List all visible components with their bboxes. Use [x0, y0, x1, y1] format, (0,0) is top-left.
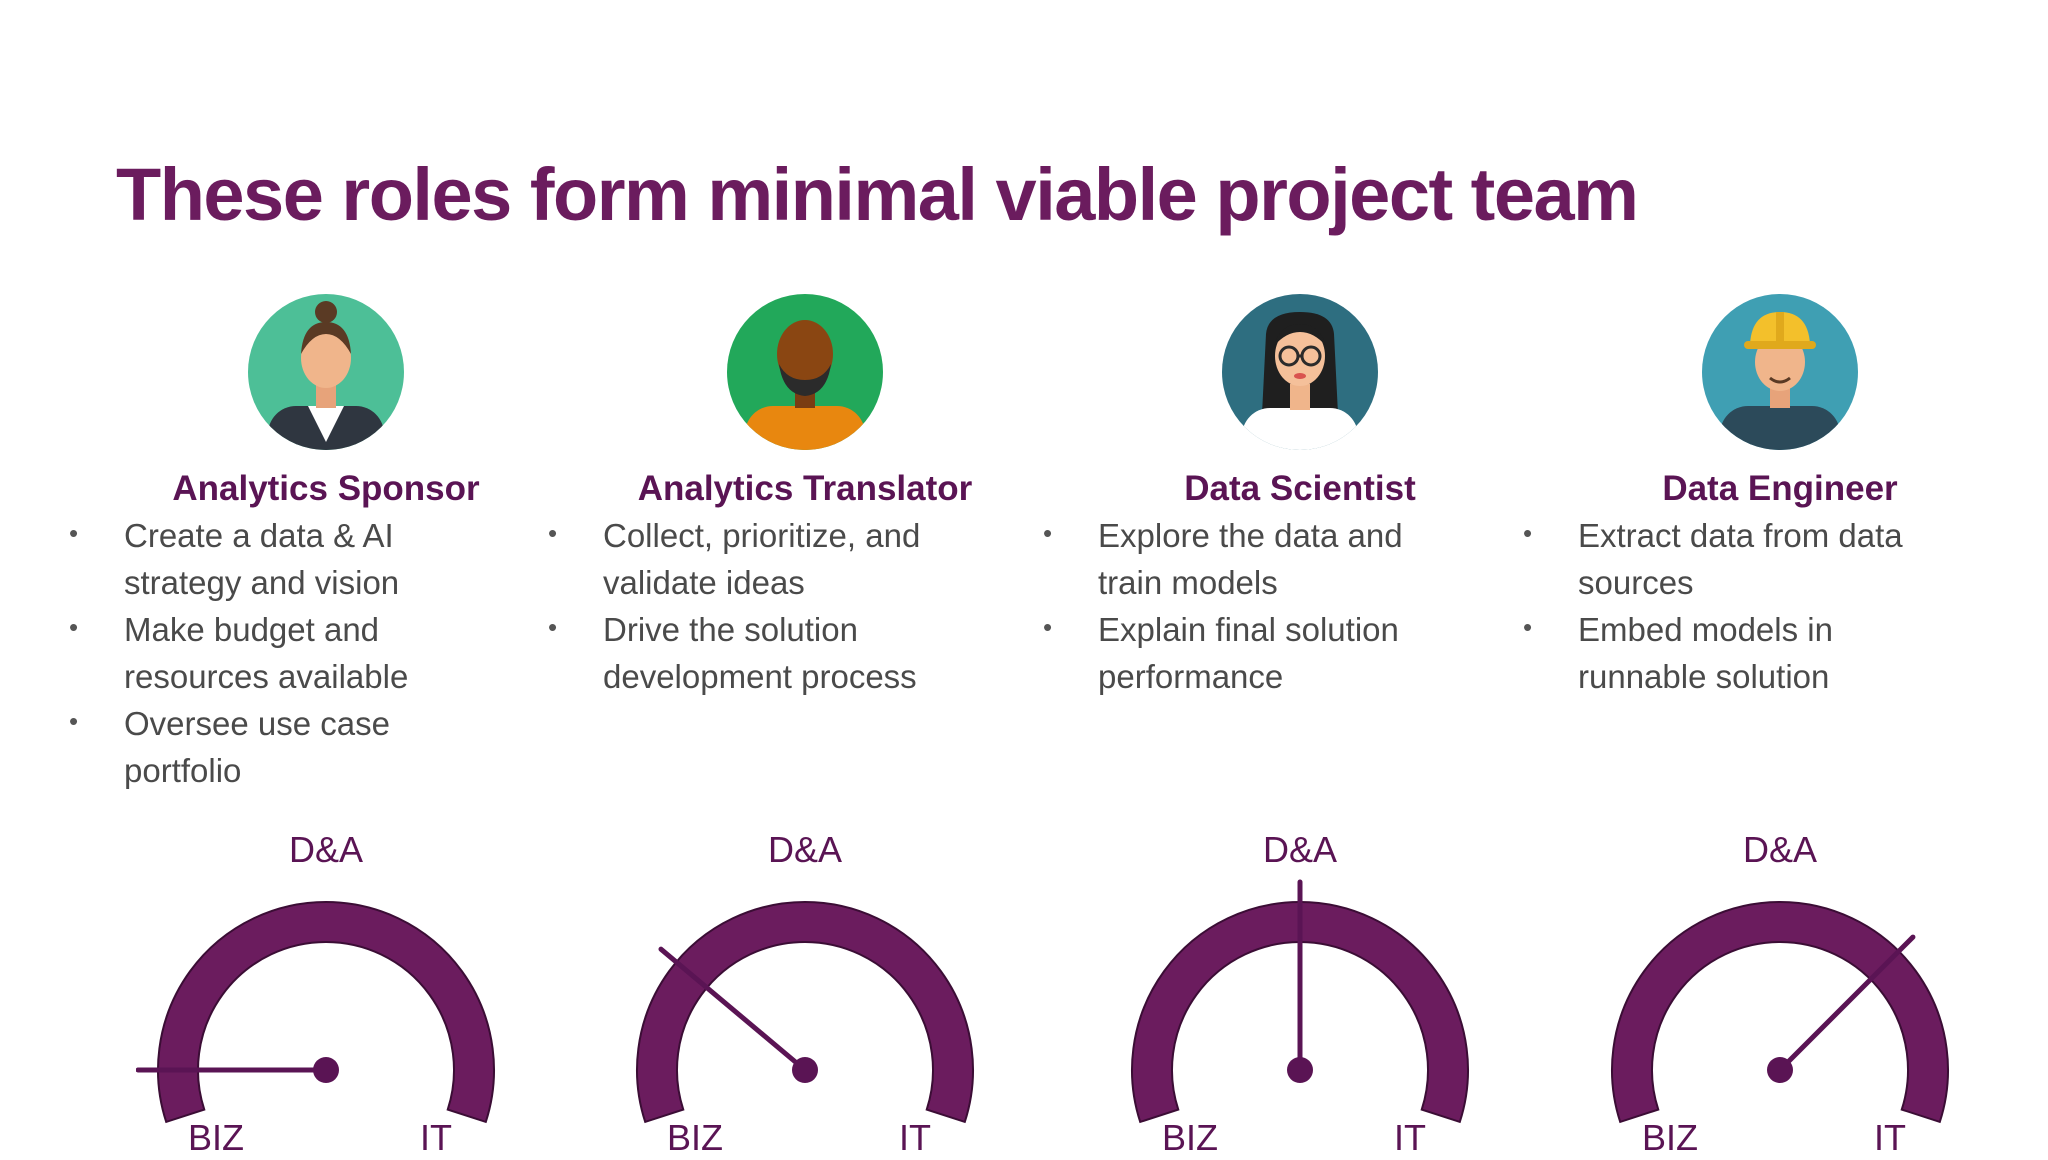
- gauge-label-biz: BIZ: [188, 1117, 244, 1158]
- gauge-arc: [157, 901, 495, 1124]
- gauge-needle: [658, 946, 808, 1073]
- bullet-item: • Extract data from data sources: [1520, 512, 2040, 606]
- bullet-item: • Drive the solution development process: [545, 606, 1065, 700]
- gauge-needle: [1777, 934, 1916, 1073]
- gauge-label-da: D&A: [1743, 829, 1817, 870]
- bullet-item: • Create a data & AI strategy and vision: [66, 512, 586, 606]
- gauge-label-biz: BIZ: [1162, 1117, 1218, 1158]
- role-name: Data Engineer: [1662, 469, 1898, 508]
- role-gauge: D&A BIZ IT: [1611, 829, 1949, 1158]
- role-gauge: D&A BIZ IT: [136, 829, 495, 1158]
- gauge-arc: [636, 901, 974, 1124]
- gauge-label-it: IT: [1394, 1117, 1426, 1158]
- role-name: Analytics Translator: [637, 469, 973, 508]
- gauge-label-da: D&A: [768, 829, 842, 870]
- gauge-hub: [1287, 1057, 1313, 1083]
- bullet-item: • Explore the data and train models: [1040, 512, 1560, 606]
- woman-with-glasses-avatar-icon: [1222, 294, 1378, 450]
- role-data-engineer: Data Engineer • Extract data from data sou…: [1520, 290, 2040, 1158]
- role-data-scientist: Data Scientist • Explore the data and trai…: [1040, 290, 1560, 1158]
- bearded-man-avatar-icon: [727, 294, 883, 450]
- businesswoman-avatar-icon: [248, 294, 404, 450]
- bullet-icon: •: [69, 612, 79, 642]
- slide-title: These roles form minimal viable project …: [116, 153, 1639, 236]
- bullet-item: • Explain final solution performance: [1040, 606, 1560, 700]
- gauge-label-da: D&A: [289, 829, 363, 870]
- role-name: Analytics Sponsor: [172, 469, 480, 508]
- bullet-item: • Embed models in runnable solution: [1520, 606, 2040, 700]
- bullet-icon: •: [1043, 612, 1053, 642]
- gauge-label-it: IT: [1874, 1117, 1906, 1158]
- bullet-icon: •: [69, 706, 79, 736]
- engineer-hardhat-avatar-icon: [1702, 294, 1858, 450]
- gauge-label-biz: BIZ: [1642, 1117, 1698, 1158]
- bullet-icon: •: [69, 518, 79, 548]
- bullet-icon: •: [548, 612, 558, 642]
- gauge-label-it: IT: [899, 1117, 931, 1158]
- role-name: Data Scientist: [1184, 469, 1416, 508]
- bullet-item: • Make budget and resources available: [66, 606, 586, 700]
- role-analytics-sponsor: Analytics Sponsor • Create a data & AI str…: [66, 290, 586, 1158]
- gauge-label-biz: BIZ: [667, 1117, 723, 1158]
- bullet-item: • Collect, prioritize, and validate ideas: [545, 512, 1065, 606]
- bullet-icon: •: [1043, 518, 1053, 548]
- gauge-hub: [792, 1057, 818, 1083]
- bullet-item: • Oversee use case portfolio: [66, 700, 586, 794]
- gauge-label-it: IT: [420, 1117, 452, 1158]
- bullet-icon: •: [1523, 518, 1533, 548]
- gauge-hub: [1767, 1057, 1793, 1083]
- gauge-arc: [1611, 901, 1949, 1124]
- gauge-label-da: D&A: [1263, 829, 1337, 870]
- role-bullet-list: • Create a data & AI strategy and vision •…: [66, 512, 586, 794]
- role-bullet-list: • Explore the data and train models • Expla…: [1040, 512, 1560, 700]
- bullet-icon: •: [1523, 612, 1533, 642]
- role-gauge: D&A BIZ IT: [1131, 829, 1469, 1158]
- role-bullet-list: • Collect, prioritize, and validate ideas …: [545, 512, 1065, 700]
- role-analytics-translator: Analytics Translator • Collect, prioritiz…: [545, 290, 1065, 1158]
- gauge-arc: [1131, 901, 1469, 1124]
- gauge-hub: [313, 1057, 339, 1083]
- role-bullet-list: • Extract data from data sources • Embed mo…: [1520, 512, 2040, 700]
- role-gauge: D&A BIZ IT: [636, 829, 974, 1158]
- bullet-icon: •: [548, 518, 558, 548]
